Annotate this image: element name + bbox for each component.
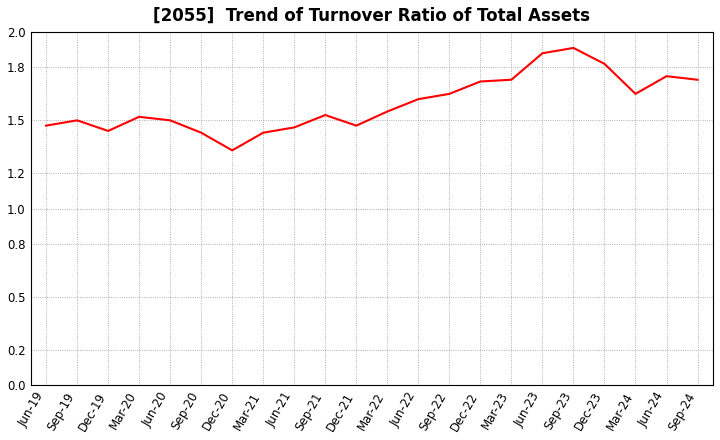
Title: [2055]  Trend of Turnover Ratio of Total Assets: [2055] Trend of Turnover Ratio of Total … — [153, 7, 590, 25]
